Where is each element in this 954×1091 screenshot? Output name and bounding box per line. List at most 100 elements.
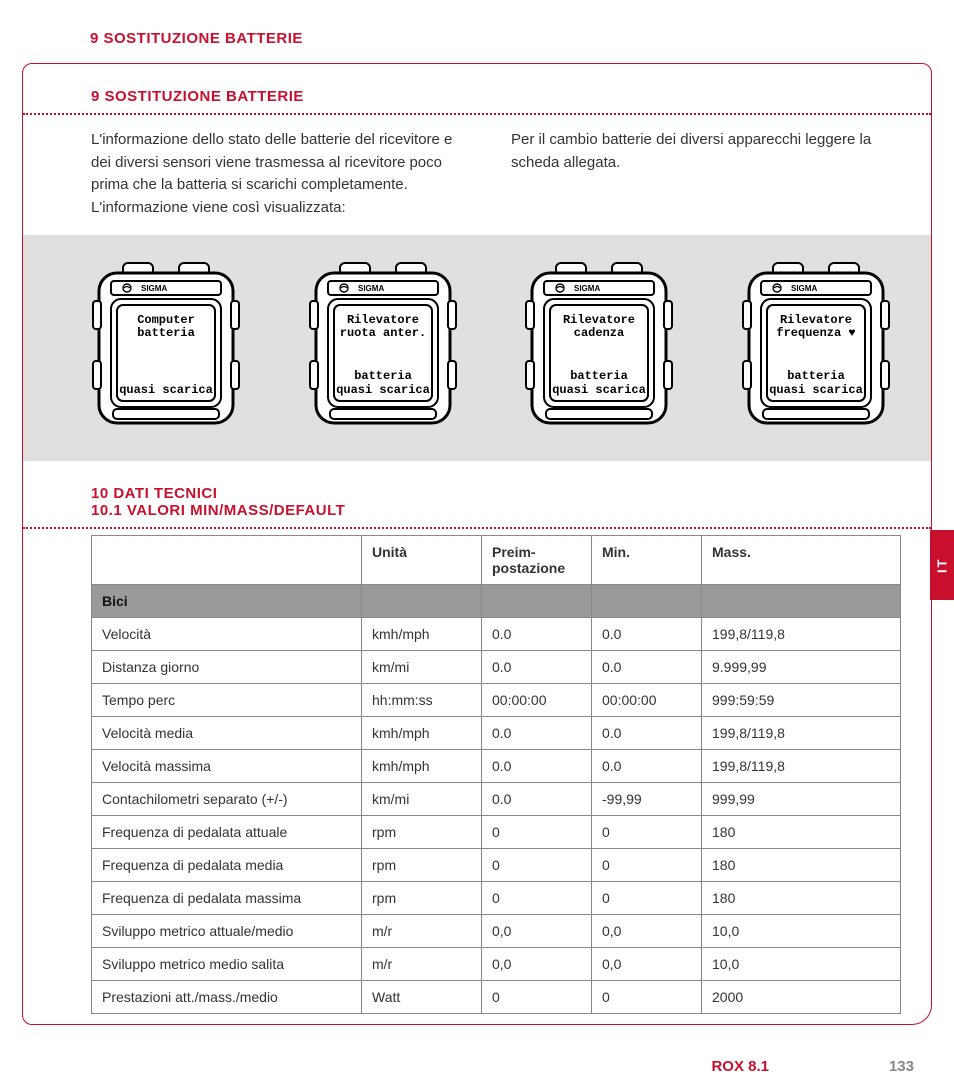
svg-text:Computer: Computer [137,313,195,327]
section-10-line2: 10.1 VALORI MIN/MASS/DEFAULT [91,502,931,519]
cell-4-0: Velocità massima [92,750,362,783]
device-3: SIGMA Rilevatore frequenza ♥ batteria qu… [741,261,891,431]
cell-2-2: 00:00:00 [482,684,592,717]
cell-1-4: 9.999,99 [702,651,901,684]
spec-tbody: BiciVelocitàkmh/mph0.00.0199,8/119,8Dist… [92,585,901,1014]
cell-6-2: 0 [482,816,592,849]
cell-3-3: 0.0 [592,717,702,750]
col-header-3: Min. [592,536,702,585]
cell-2-4: 999:59:59 [702,684,901,717]
col-header-4: Mass. [702,536,901,585]
language-tab: IT [930,530,954,600]
cell-5-3: -99,99 [592,783,702,816]
device-band: SIGMA Computer batteria quasi scarica SI… [23,235,931,461]
section-cell-3 [592,585,702,618]
svg-text:SIGMA: SIGMA [141,284,167,293]
cell-8-2: 0 [482,882,592,915]
svg-text:SIGMA: SIGMA [358,284,384,293]
cell-9-0: Sviluppo metrico attuale/medio [92,915,362,948]
footer-page: 133 [889,1058,914,1075]
cell-0-1: kmh/mph [362,618,482,651]
svg-text:frequenza ♥: frequenza ♥ [776,326,855,340]
cell-11-3: 0 [592,981,702,1014]
cell-0-2: 0.0 [482,618,592,651]
svg-text:batteria: batteria [571,369,629,383]
col-header-0 [92,536,362,585]
table-row: Tempo perchh:mm:ss00:00:0000:00:00999:59… [92,684,901,717]
cell-3-0: Velocità media [92,717,362,750]
cell-7-1: rpm [362,849,482,882]
cell-4-4: 199,8/119,8 [702,750,901,783]
cell-9-2: 0,0 [482,915,592,948]
svg-text:batteria: batteria [137,326,195,340]
cell-7-4: 180 [702,849,901,882]
table-row: Sviluppo metrico attuale/mediom/r0,00,01… [92,915,901,948]
cell-4-3: 0.0 [592,750,702,783]
cell-8-0: Frequenza di pedalata massima [92,882,362,915]
svg-text:quasi scarica: quasi scarica [553,383,647,397]
cell-0-3: 0.0 [592,618,702,651]
page-header: 9 SOSTITUZIONE BATTERIE [0,0,954,57]
cell-6-3: 0 [592,816,702,849]
table-row: Sviluppo metrico medio salitam/r0,00,010… [92,948,901,981]
cell-2-3: 00:00:00 [592,684,702,717]
cell-10-4: 10,0 [702,948,901,981]
spec-table: UnitàPreim-postazioneMin.Mass. BiciVeloc… [91,535,901,1014]
table-row: Prestazioni att./mass./medioWatt002000 [92,981,901,1014]
svg-text:Rilevatore: Rilevatore [347,313,419,327]
cell-5-2: 0.0 [482,783,592,816]
cell-11-1: Watt [362,981,482,1014]
section-9-body: L'informazione dello stato delle batteri… [23,115,931,235]
table-row: Contachilometri separato (+/-)km/mi0.0-9… [92,783,901,816]
cell-8-1: rpm [362,882,482,915]
cell-6-1: rpm [362,816,482,849]
svg-text:quasi scarica: quasi scarica [769,383,863,397]
svg-text:SIGMA: SIGMA [574,284,600,293]
section-9-right: Per il cambio batterie dei diversi appar… [511,129,881,219]
section-10-title: 10 DATI TECNICI 10.1 VALORI MIN/MASS/DEF… [23,461,931,529]
device-2: SIGMA Rilevatore cadenza batteria quasi … [524,261,674,431]
svg-text:quasi scarica: quasi scarica [336,383,430,397]
cell-7-0: Frequenza di pedalata media [92,849,362,882]
svg-text:ruota anter.: ruota anter. [339,326,425,340]
cell-4-2: 0.0 [482,750,592,783]
cell-7-3: 0 [592,849,702,882]
section-cell-2 [482,585,592,618]
content-box: 9 SOSTITUZIONE BATTERIE L'informazione d… [22,63,932,1025]
cell-11-2: 0 [482,981,592,1014]
cell-0-0: Velocità [92,618,362,651]
cell-3-2: 0.0 [482,717,592,750]
cell-1-1: km/mi [362,651,482,684]
device-0: SIGMA Computer batteria quasi scarica [91,261,241,431]
table-row: Frequenza di pedalata mediarpm00180 [92,849,901,882]
section-cell-1 [362,585,482,618]
cell-4-1: kmh/mph [362,750,482,783]
cell-10-3: 0,0 [592,948,702,981]
svg-text:Rilevatore: Rilevatore [780,313,852,327]
section-cell-0: Bici [92,585,362,618]
section-10-line1: 10 DATI TECNICI [91,485,931,502]
table-row: Frequenza di pedalata massimarpm00180 [92,882,901,915]
svg-text:quasi scarica: quasi scarica [119,383,213,397]
cell-11-4: 2000 [702,981,901,1014]
cell-6-0: Frequenza di pedalata attuale [92,816,362,849]
cell-2-0: Tempo perc [92,684,362,717]
table-row: Velocitàkmh/mph0.00.0199,8/119,8 [92,618,901,651]
cell-6-4: 180 [702,816,901,849]
cell-2-1: hh:mm:ss [362,684,482,717]
svg-text:batteria: batteria [787,369,845,383]
cell-1-2: 0.0 [482,651,592,684]
col-header-1: Unità [362,536,482,585]
table-row: Distanza giornokm/mi0.00.09.999,99 [92,651,901,684]
table-row: Velocità massimakmh/mph0.00.0199,8/119,8 [92,750,901,783]
svg-text:cadenza: cadenza [574,326,624,340]
cell-8-4: 180 [702,882,901,915]
cell-3-1: kmh/mph [362,717,482,750]
table-row: Frequenza di pedalata attualerpm00180 [92,816,901,849]
svg-text:SIGMA: SIGMA [791,284,817,293]
cell-0-4: 199,8/119,8 [702,618,901,651]
section-cell-4 [702,585,901,618]
cell-9-4: 10,0 [702,915,901,948]
cell-10-0: Sviluppo metrico medio salita [92,948,362,981]
table-row: Velocità mediakmh/mph0.00.0199,8/119,8 [92,717,901,750]
